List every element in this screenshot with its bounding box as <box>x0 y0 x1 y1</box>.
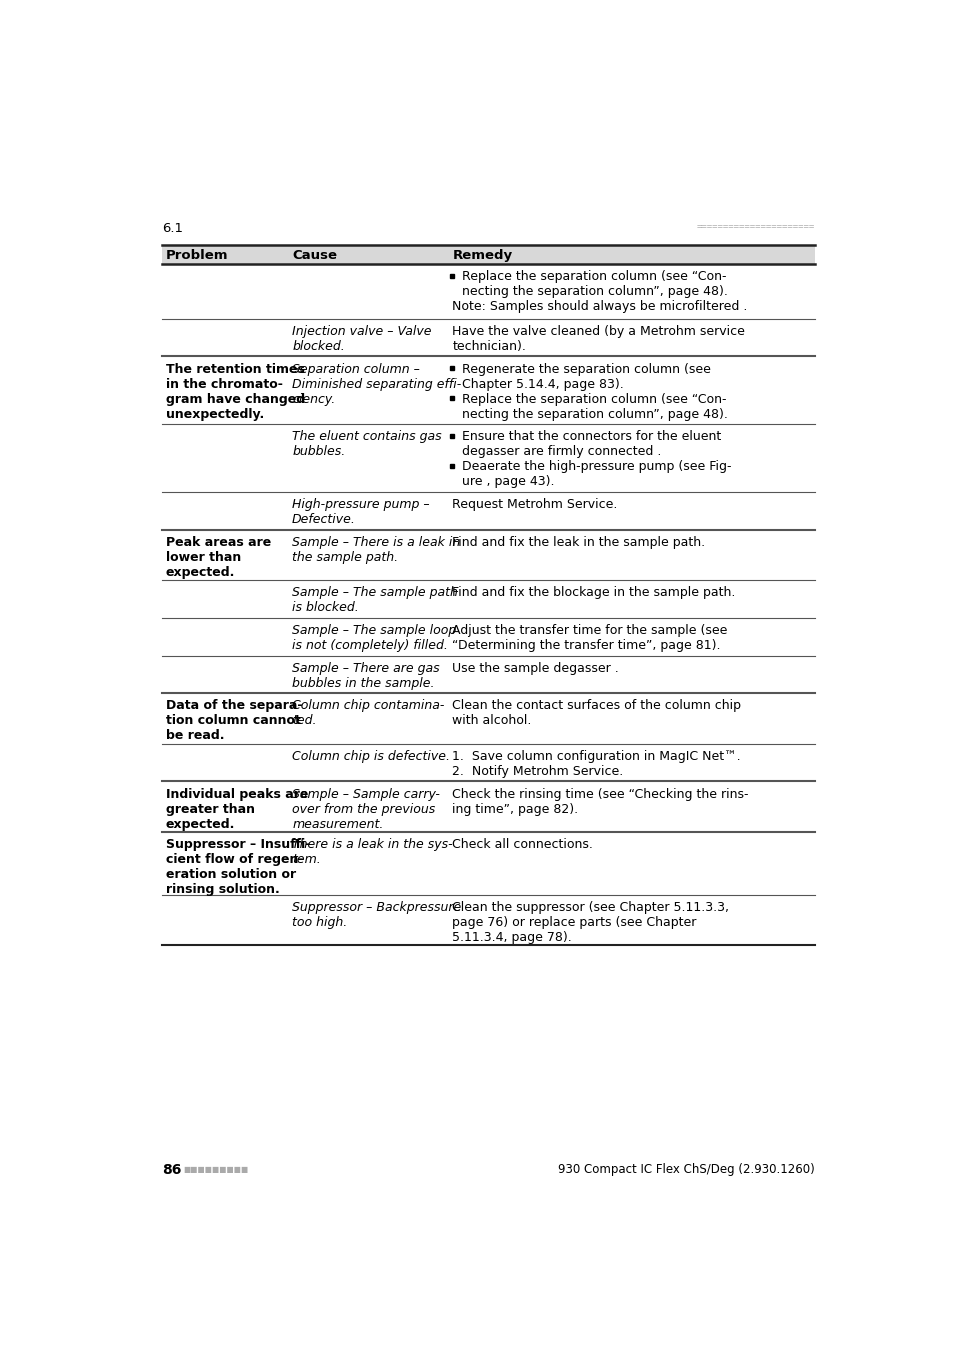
Text: Find and fix the leak in the sample path.: Find and fix the leak in the sample path… <box>452 536 705 549</box>
Text: Cause: Cause <box>292 248 336 262</box>
Text: Clean the contact surfaces of the column chip
with alcohol.: Clean the contact surfaces of the column… <box>452 699 740 728</box>
Text: Separation column –
Diminished separating effi-
ciency.: Separation column – Diminished separatin… <box>292 363 461 405</box>
Text: Suppressor – Insuffi-
cient flow of regen-
eration solution or
rinsing solution.: Suppressor – Insuffi- cient flow of rege… <box>166 838 310 896</box>
Text: High-pressure pump –
Defective.: High-pressure pump – Defective. <box>292 498 429 526</box>
Text: Request Metrohm Service.: Request Metrohm Service. <box>452 498 618 512</box>
Text: Sample – The sample loop
is not (completely) filled.: Sample – The sample loop is not (complet… <box>292 624 456 652</box>
Text: 1.  Save column configuration in MagIC Net™.
2.  Notify Metrohm Service.: 1. Save column configuration in MagIC Ne… <box>452 749 740 778</box>
Text: Check all connections.: Check all connections. <box>452 838 593 850</box>
Text: Replace the separation column (see “Con-
necting the separation column”, page 48: Replace the separation column (see “Con-… <box>461 270 727 298</box>
Text: Injection valve – Valve
blocked.: Injection valve – Valve blocked. <box>292 325 431 352</box>
Text: The retention times
in the chromato-
gram have changed
unexpectedly.: The retention times in the chromato- gra… <box>166 363 305 421</box>
Text: ======================: ====================== <box>697 221 815 231</box>
Text: Column chip contamina-
ted.: Column chip contamina- ted. <box>292 699 444 728</box>
Text: Clean the suppressor (see Chapter 5.11.3.3,
page 76) or replace parts (see Chapt: Clean the suppressor (see Chapter 5.11.3… <box>452 902 729 944</box>
Text: Sample – The sample path
is blocked.: Sample – The sample path is blocked. <box>292 586 457 614</box>
Text: Column chip is defective.: Column chip is defective. <box>292 749 450 763</box>
Text: 86: 86 <box>162 1162 181 1177</box>
Text: The eluent contains gas
bubbles.: The eluent contains gas bubbles. <box>292 431 441 459</box>
Text: Peak areas are
lower than
expected.: Peak areas are lower than expected. <box>166 536 271 579</box>
Text: Check the rinsing time (see “Checking the rins-
ing time”, page 82).: Check the rinsing time (see “Checking th… <box>452 787 748 815</box>
Text: 930 Compact IC Flex ChS/Deg (2.930.1260): 930 Compact IC Flex ChS/Deg (2.930.1260) <box>558 1162 815 1176</box>
Text: Data of the separa-
tion column cannot
be read.: Data of the separa- tion column cannot b… <box>166 699 302 743</box>
Text: Suppressor – Backpressure
too high.: Suppressor – Backpressure too high. <box>292 902 461 929</box>
Text: 6.1: 6.1 <box>162 221 183 235</box>
Text: Find and fix the blockage in the sample path.: Find and fix the blockage in the sample … <box>452 586 735 599</box>
Text: Have the valve cleaned (by a Metrohm service
technician).: Have the valve cleaned (by a Metrohm ser… <box>452 325 744 352</box>
Text: Sample – There is a leak in
the sample path.: Sample – There is a leak in the sample p… <box>292 536 460 564</box>
Text: Adjust the transfer time for the sample (see
“Determining the transfer time”, pa: Adjust the transfer time for the sample … <box>452 624 727 652</box>
Text: There is a leak in the sys-
tem.: There is a leak in the sys- tem. <box>292 838 453 867</box>
Text: ■■■■■■■■■: ■■■■■■■■■ <box>183 1165 249 1173</box>
Text: Problem: Problem <box>166 248 228 262</box>
Text: Replace the separation column (see “Con-
necting the separation column”, page 48: Replace the separation column (see “Con-… <box>461 393 727 421</box>
Text: Remedy: Remedy <box>452 248 512 262</box>
Text: Note: Samples should always be microfiltered .: Note: Samples should always be microfilt… <box>452 300 747 313</box>
Text: Regenerate the separation column (see
Chapter 5.14.4, page 83).: Regenerate the separation column (see Ch… <box>461 363 710 390</box>
Text: Sample – There are gas
bubbles in the sample.: Sample – There are gas bubbles in the sa… <box>292 662 439 690</box>
Bar <box>162 246 815 263</box>
Text: Sample – Sample carry-
over from the previous
measurement.: Sample – Sample carry- over from the pre… <box>292 787 439 830</box>
Text: Use the sample degasser .: Use the sample degasser . <box>452 662 618 675</box>
Text: Individual peaks are
greater than
expected.: Individual peaks are greater than expect… <box>166 787 308 830</box>
Text: Deaerate the high-pressure pump (see Fig-
ure , page 43).: Deaerate the high-pressure pump (see Fig… <box>461 460 731 489</box>
Text: Ensure that the connectors for the eluent
degasser are firmly connected .: Ensure that the connectors for the eluen… <box>461 431 720 459</box>
